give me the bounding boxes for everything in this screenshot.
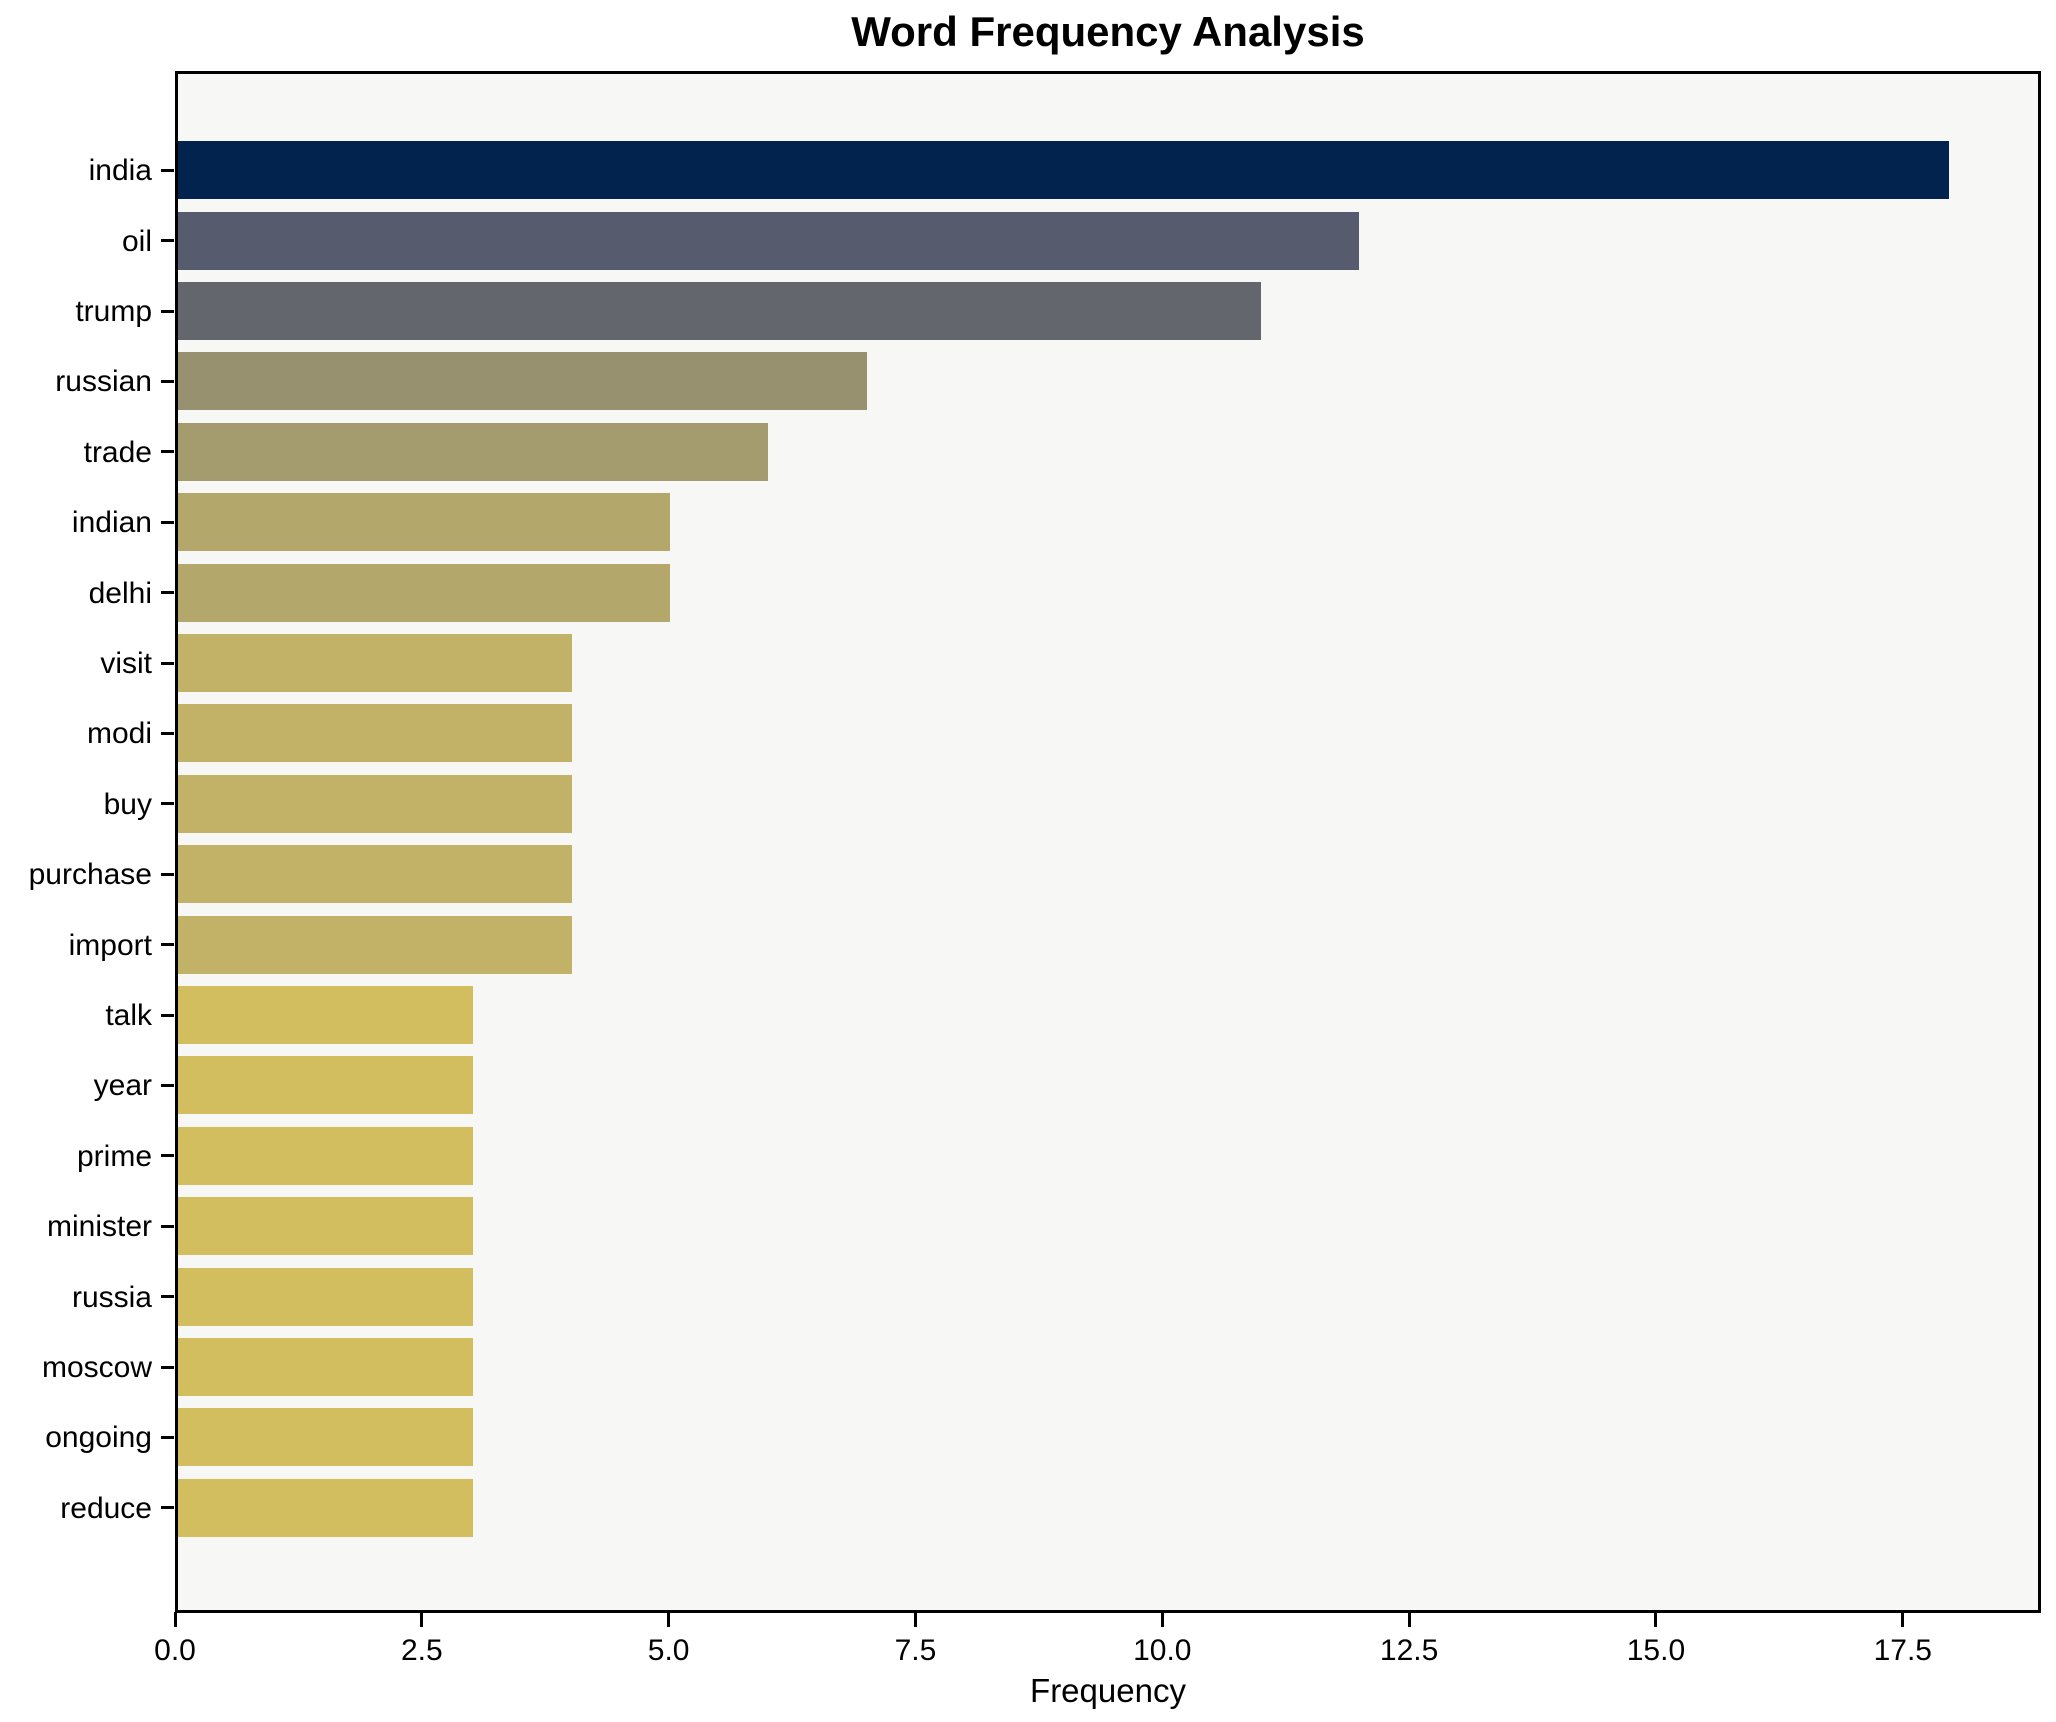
y-tick-label-prime: prime [76,1139,152,1173]
y-tick-mark [161,661,174,665]
y-tick-mark [161,943,174,947]
y-tick-label-modi: modi [86,717,152,751]
y-tick-label-buy: buy [103,787,152,821]
x-tick-label-15.0: 15.0 [1626,1634,1686,1667]
y-tick-label-talk: talk [105,999,152,1032]
y-tick-label-indian: indian [71,506,152,540]
bar-ongoing [178,1408,474,1467]
y-tick-mark [161,1506,174,1510]
y-tick-label-moscow: moscow [41,1351,152,1384]
x-tick-label-2.5: 2.5 [400,1634,443,1667]
bar-purchase [178,845,572,904]
bar-moscow [178,1338,474,1396]
y-tick-label-visit: visit [100,647,152,680]
y-tick-mark [161,309,174,313]
x-tick-mark [1654,1612,1658,1627]
y-tick-mark [161,1435,174,1439]
x-tick-label-5.0: 5.0 [647,1634,690,1667]
y-tick-mark [161,168,174,172]
x-tick-label-17.5: 17.5 [1873,1634,1932,1667]
y-tick-mark [161,802,174,806]
y-tick-mark [161,1224,174,1228]
y-tick-label-russia: russia [71,1280,152,1314]
x-tick-mark [667,1612,671,1627]
bar-modi [178,704,572,763]
y-tick-label-delhi: delhi [88,576,152,610]
y-tick-mark [161,872,174,876]
bar-russia [178,1267,474,1326]
y-tick-label-trump: trump [75,295,152,328]
y-tick-mark [161,1365,174,1369]
bar-talk [178,986,474,1044]
bar-visit [178,634,572,692]
bar-minister [178,1197,474,1256]
bar-india [178,141,1950,200]
x-tick-mark [1407,1612,1411,1627]
x-tick-mark [913,1612,917,1627]
y-tick-mark [161,450,174,454]
x-tick-mark [173,1612,177,1627]
y-tick-label-purchase: purchase [28,858,152,892]
bar-indian [178,493,671,552]
y-tick-mark [161,731,174,735]
chart-title: Word Frequency Analysis [851,8,1365,55]
x-tick-label-0.0: 0.0 [154,1634,196,1667]
x-axis-title: Frequency [1030,1672,1186,1709]
bar-russian [178,352,867,411]
bar-prime [178,1126,474,1185]
plot-area [175,71,2041,1613]
y-tick-label-india: india [88,154,152,188]
x-tick-label-7.5: 7.5 [894,1634,937,1667]
x-tick-mark [1160,1612,1164,1627]
y-tick-mark [161,1083,174,1087]
y-tick-label-import: import [68,928,152,962]
bar-year [178,1056,474,1115]
y-tick-mark [161,1013,174,1017]
x-tick-mark [1901,1612,1905,1627]
bar-delhi [178,563,671,622]
y-tick-mark [161,379,174,383]
y-tick-label-russian: russian [55,365,152,399]
y-tick-mark [161,239,174,243]
y-tick-label-oil: oil [121,224,152,258]
y-tick-mark [161,520,174,524]
bar-reduce [178,1478,474,1537]
bar-buy [178,774,572,833]
y-tick-label-year: year [93,1069,152,1103]
y-tick-label-trade: trade [83,435,152,469]
bar-trump [178,282,1261,340]
y-tick-mark [161,1295,174,1299]
y-tick-label-reduce: reduce [60,1491,152,1525]
y-tick-label-ongoing: ongoing [45,1421,152,1455]
bar-import [178,915,572,974]
bar-trade [178,422,769,481]
x-tick-label-10.0: 10.0 [1133,1634,1192,1667]
bar-oil [178,211,1359,270]
y-tick-mark [161,591,174,595]
x-tick-label-12.5: 12.5 [1379,1634,1439,1667]
y-tick-mark [161,1154,174,1158]
y-tick-label-minister: minister [46,1210,152,1244]
x-tick-mark [420,1612,424,1627]
